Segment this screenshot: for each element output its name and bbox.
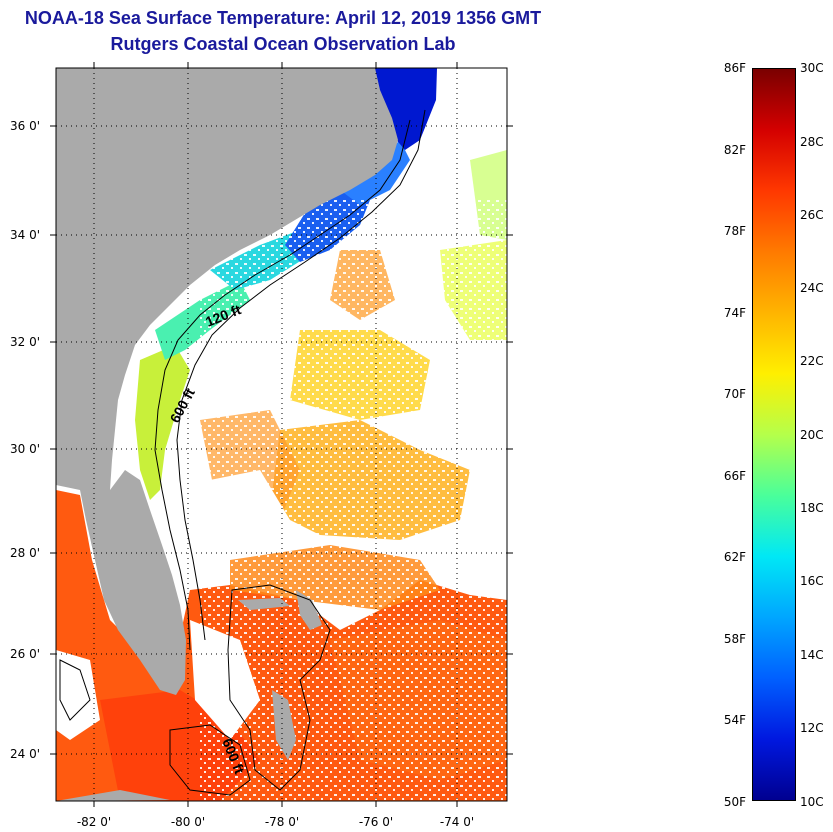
contour-south: [169, 724, 251, 796]
lat-label-30: 30 0': [10, 442, 40, 456]
contour-bahamas: [227, 584, 331, 791]
colorbar-c-18: 18C: [800, 501, 824, 515]
land-bahamas-grand: [238, 598, 290, 610]
contour-gulf: [59, 659, 91, 721]
axis-ticks: [50, 62, 513, 807]
colorbar-c-20: 20C: [800, 428, 824, 442]
lon-label-82: -82 0': [77, 815, 111, 829]
colorbar-f-70: 70F: [723, 387, 746, 401]
colorbar-c-22: 22C: [800, 354, 824, 368]
lon-label-78: -78 0': [265, 815, 299, 829]
shelf-water-south: [135, 345, 190, 500]
colorbar-f-62: 62F: [723, 550, 746, 564]
lat-label-26: 26 0': [10, 647, 40, 661]
colorbar-c-16: 16C: [800, 574, 824, 588]
land-cuba: [56, 790, 170, 801]
colorbar-f-66: 66F: [723, 469, 746, 483]
lat-label-34: 34 0': [10, 228, 40, 242]
lon-label-80: -80 0': [171, 815, 205, 829]
land-bahamas-abaco: [296, 590, 322, 630]
colorbar-c-30: 30C: [800, 61, 824, 75]
cloud-mask-south: [190, 620, 260, 740]
colorbar-f-58: 58F: [723, 632, 746, 646]
colorbar-f-86: 86F: [723, 61, 746, 75]
land-bahamas-andros: [272, 690, 296, 760]
contour-120ft: [154, 119, 411, 651]
colorbar-f-54: 54F: [723, 713, 746, 727]
colorbar-c-10: 10C: [800, 795, 824, 809]
lat-label-36: 36 0': [10, 119, 40, 133]
cloud-mask-gulf: [56, 650, 100, 740]
lat-label-28: 28 0': [10, 546, 40, 560]
cloud-mask-central: [190, 470, 290, 560]
colorbar-f-82: 82F: [723, 143, 746, 157]
temperature-colorbar: [752, 68, 796, 801]
colorbar-c-14: 14C: [800, 648, 824, 662]
colorbar-c-12: 12C: [800, 721, 824, 735]
colorbar-c-26: 26C: [800, 208, 824, 222]
lon-label-76: -76 0': [359, 815, 393, 829]
land-florida: [80, 470, 186, 695]
lat-label-32: 32 0': [10, 335, 40, 349]
colorbar-c-24: 24C: [800, 281, 824, 295]
colorbar-c-28: 28C: [800, 135, 824, 149]
land-eastern-us: [56, 68, 398, 495]
colorbar-f-74: 74F: [723, 306, 746, 320]
colorbar-f-78: 78F: [723, 224, 746, 238]
lat-label-24: 24 0': [10, 747, 40, 761]
lon-label-74: -74 0': [440, 815, 474, 829]
map-subtitle: Rutgers Coastal Ocean Observation Lab: [110, 34, 456, 54]
colorbar-f-50: 50F: [723, 795, 746, 809]
graticule: [56, 68, 507, 801]
map-title: NOAA-18 Sea Surface Temperature: April 1…: [24, 8, 542, 28]
